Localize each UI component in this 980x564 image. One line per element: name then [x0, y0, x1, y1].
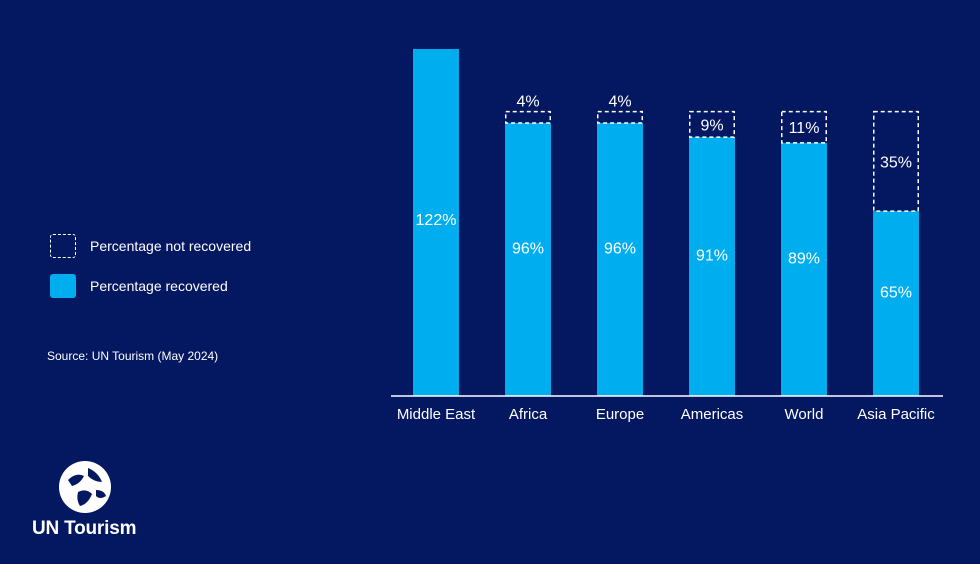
bar-not-recovered-1: [505, 110, 551, 124]
un-tourism-logo: UN Tourism: [32, 460, 142, 540]
legend-label-recovered: Percentage recovered: [90, 278, 228, 294]
x-tick-label-0: Middle East: [397, 406, 476, 423]
legend-label-not-recovered: Percentage not recovered: [90, 238, 252, 254]
bar-label-recovered-1: 96%: [512, 240, 544, 257]
bar-label-recovered-4: 89%: [788, 250, 820, 267]
bar-label-not-recovered-4: 11%: [789, 120, 820, 137]
bar-recovered-1: [505, 122, 551, 397]
bar-not-recovered-2: [597, 110, 643, 124]
legend-swatch-not-recovered: [50, 234, 76, 258]
bar-not-recovered-3: [689, 110, 735, 138]
x-tick-label-3: Americas: [681, 406, 744, 423]
bar-label-not-recovered-2: 4%: [608, 94, 631, 111]
bar-label-not-recovered-1: 4%: [516, 94, 539, 111]
bar-not-recovered-4: [781, 110, 827, 144]
legend-swatch-recovered: [50, 274, 76, 298]
x-tick-label-5: Asia Pacific: [857, 406, 935, 423]
legend-item-not-recovered: Percentage not recovered: [50, 233, 251, 259]
bar-label-not-recovered-5: 35%: [880, 154, 912, 171]
bar-label-recovered-5: 65%: [880, 285, 912, 302]
brand-name: UN Tourism: [32, 518, 137, 539]
bar-recovered-4: [781, 142, 827, 396]
bar-recovered-3: [689, 137, 735, 397]
x-tick-label-1: Africa: [509, 406, 548, 423]
bar-label-recovered-0: 122%: [416, 212, 457, 229]
source-note: Source: UN Tourism (May 2024): [47, 349, 219, 363]
x-tick-label-4: World: [785, 406, 824, 423]
legend: Percentage not recovered Percentage reco…: [50, 233, 251, 313]
x-tick-label-2: Europe: [596, 406, 644, 423]
legend-item-recovered: Percentage recovered: [50, 273, 251, 299]
bar-label-recovered-3: 91%: [696, 248, 728, 265]
bar-recovered-5: [873, 211, 919, 396]
bar-label-recovered-2: 96%: [604, 240, 636, 257]
bar-recovered-2: [597, 122, 643, 397]
bar-not-recovered-5: [873, 110, 919, 212]
bar-recovered-0: [413, 49, 459, 396]
bar-label-not-recovered-3: 9%: [700, 117, 723, 134]
globe-logo-icon: [59, 461, 111, 513]
